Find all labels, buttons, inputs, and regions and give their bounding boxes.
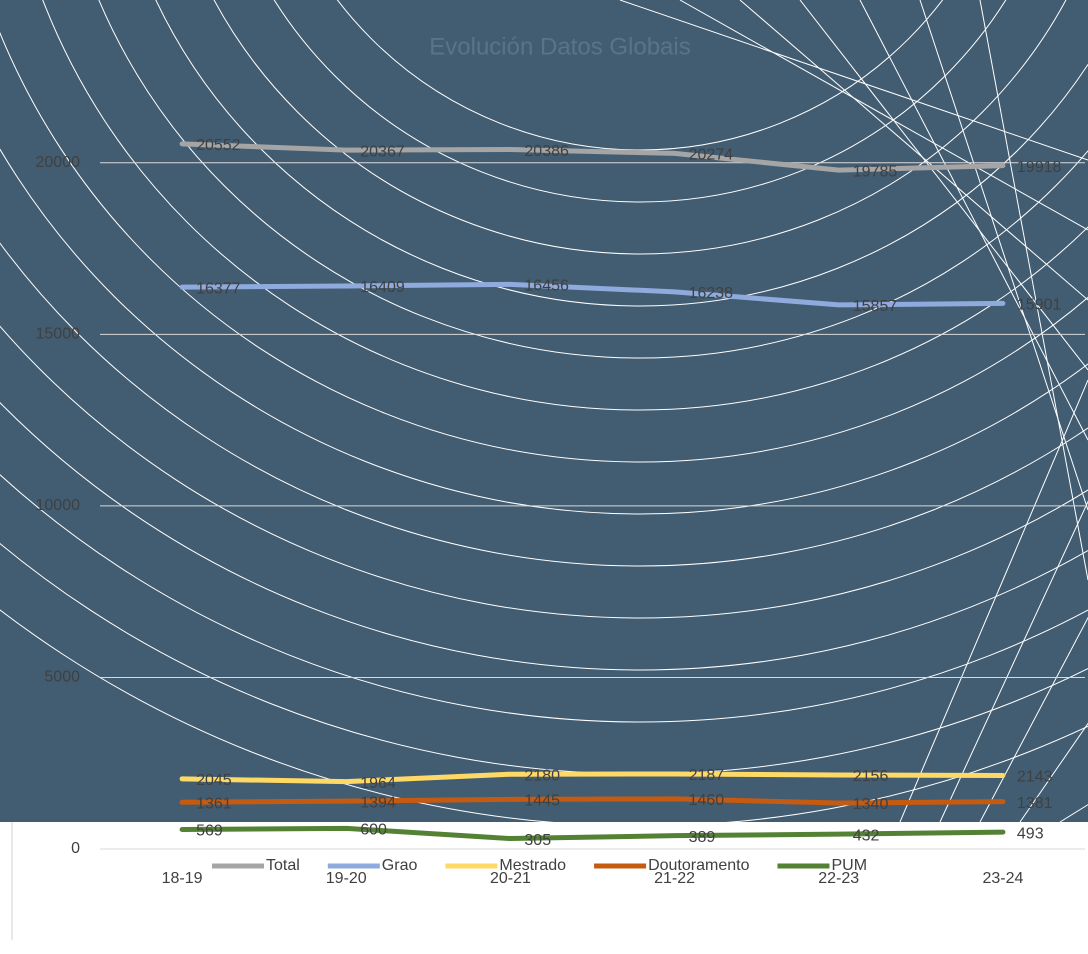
overlay (0, 0, 1088, 822)
decor-arc (0, 325, 1088, 619)
decor-arc (42, 0, 1088, 411)
data-label: 19785 (853, 163, 898, 180)
data-label: 19918 (1017, 159, 1062, 176)
data-label: 16409 (360, 279, 405, 296)
data-label: 16377 (196, 280, 241, 297)
decor-line (739, 0, 1088, 301)
data-label: 389 (689, 829, 716, 846)
legend-label: PUM (831, 857, 867, 874)
data-label: 2187 (689, 767, 725, 784)
decor-arc (273, 0, 1007, 203)
data-label: 20552 (196, 137, 241, 154)
series-line (179, 281, 1006, 308)
data-label: 20274 (689, 147, 734, 164)
y-tick-label: 15000 (36, 326, 81, 343)
x-tick-label: 19-20 (326, 870, 367, 887)
data-label: 1381 (1017, 795, 1053, 812)
decor-line (979, 0, 1088, 581)
x-tick-label: 22-23 (818, 870, 859, 887)
data-label: 493 (1017, 825, 1044, 842)
data-label: 1445 (524, 793, 560, 810)
legend-label: Doutoramento (648, 857, 749, 874)
data-label: 1460 (689, 792, 725, 809)
decor-line (979, 616, 1088, 822)
legend-label: Mestrado (499, 857, 566, 874)
data-label: 1361 (196, 796, 232, 813)
y-tick-label: 5000 (44, 669, 80, 686)
decor-arc (213, 0, 1067, 255)
decor-arc (0, 473, 1088, 723)
data-label: 432 (853, 827, 880, 844)
decor-line (619, 0, 1088, 161)
decor-arc (155, 0, 1088, 307)
decor-line (919, 0, 1088, 511)
data-label: 2143 (1017, 769, 1053, 786)
data-label: 1964 (360, 775, 396, 792)
decor-arc (98, 0, 1088, 359)
decor-arc (0, 242, 1088, 567)
data-label: 2045 (196, 772, 232, 789)
decor-arc (0, 401, 1088, 671)
data-label: 1394 (360, 794, 396, 811)
decor-arc (0, 31, 1088, 463)
chart-title: Evolución Datos Globais (429, 33, 690, 60)
decor-line (799, 0, 1088, 371)
series-line (179, 796, 1006, 806)
data-label: 16238 (689, 285, 734, 302)
data-label: 2180 (524, 767, 560, 784)
series-line (179, 825, 1006, 842)
series-line (179, 141, 1006, 173)
data-label: 305 (524, 832, 551, 849)
data-label: 20367 (360, 143, 405, 160)
decor-line (939, 500, 1088, 822)
decor-arc (336, 0, 944, 151)
decor-line (679, 0, 1088, 231)
legend-label: Total (266, 857, 300, 874)
data-label: 2156 (853, 768, 889, 785)
data-label: 20386 (524, 143, 569, 160)
data-label: 569 (196, 823, 223, 840)
data-label: 15901 (1017, 297, 1062, 314)
x-tick-label: 23-24 (982, 870, 1023, 887)
decor-line (859, 0, 1088, 441)
decor-line (1059, 804, 1088, 822)
decor-line (1019, 722, 1088, 822)
decor-line (899, 379, 1088, 822)
data-label: 16456 (524, 278, 569, 295)
x-tick-label: 18-19 (162, 870, 203, 887)
data-label: 15857 (853, 298, 898, 315)
series-line (179, 771, 1006, 785)
data-label: 1340 (853, 796, 889, 813)
data-label: 600 (360, 822, 387, 839)
decor-arc (0, 147, 1088, 515)
y-tick-label: 0 (71, 840, 80, 857)
x-tick-label: 21-22 (654, 870, 695, 887)
legend-label: Grao (382, 857, 418, 874)
y-tick-label: 10000 (36, 497, 81, 514)
y-tick-label: 20000 (36, 154, 81, 171)
x-tick-label: 20-21 (490, 870, 531, 887)
